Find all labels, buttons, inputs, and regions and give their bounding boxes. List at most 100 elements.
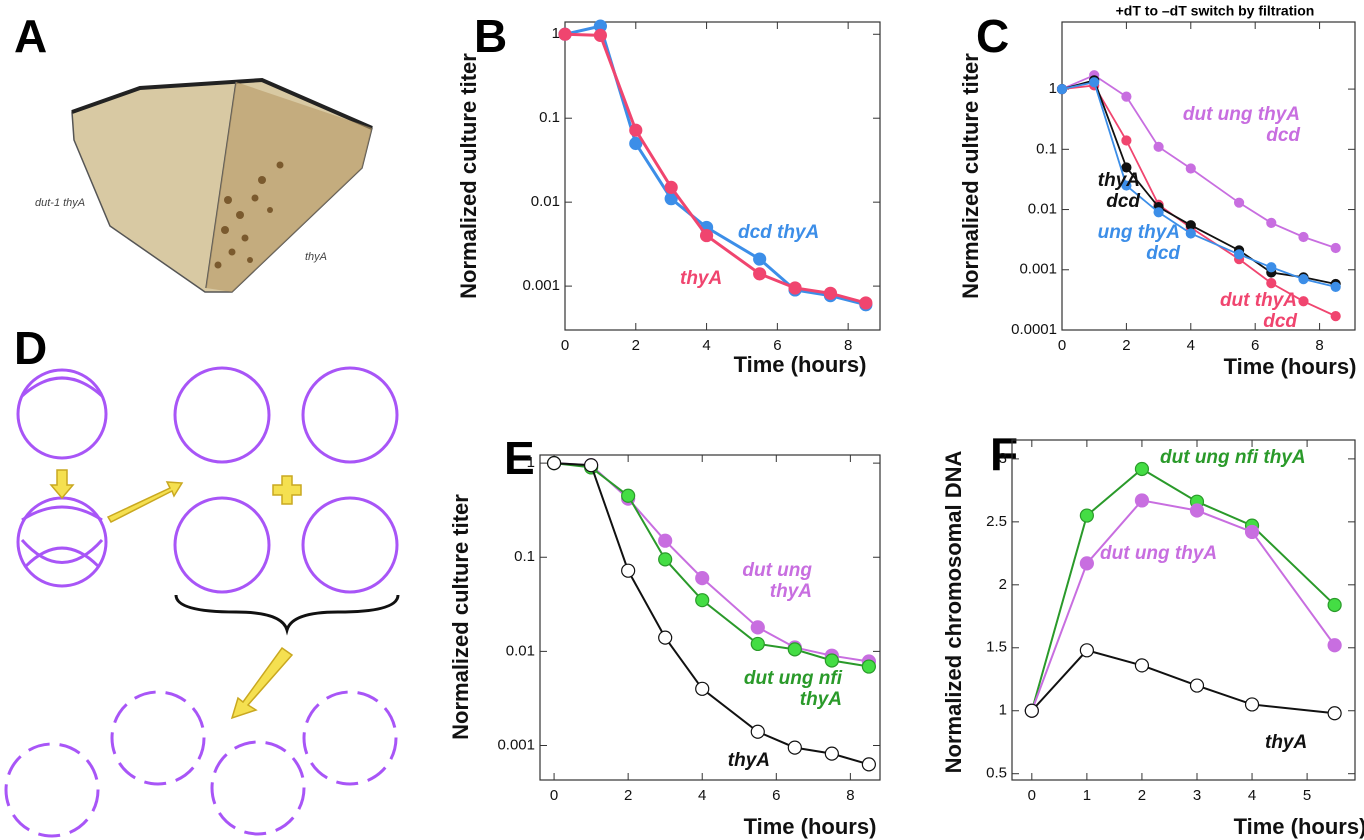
x-tick-label: 6 xyxy=(1251,337,1259,354)
y-axis-title: Normalized chromosomal DNA xyxy=(941,451,966,774)
series-label: thyA xyxy=(1265,732,1325,753)
data-point xyxy=(825,654,838,667)
series-label: ung thyA dcd xyxy=(1070,222,1180,264)
data-point xyxy=(788,643,801,656)
data-point xyxy=(788,741,801,754)
data-point xyxy=(1190,504,1203,517)
x-tick-label: 0 xyxy=(561,337,569,354)
data-point xyxy=(1090,78,1099,87)
y-tick-label: 0.1 xyxy=(539,109,560,126)
data-point xyxy=(1331,282,1340,291)
data-point xyxy=(1186,164,1195,173)
data-point xyxy=(1331,243,1340,252)
x-tick-label: 1 xyxy=(1083,787,1091,804)
data-point xyxy=(548,457,561,470)
figure: dut-1 thyA thyA ABCDEF024680.0010.010.11… xyxy=(0,0,1364,840)
data-point xyxy=(862,660,875,673)
series-line xyxy=(1032,650,1335,713)
x-axis-title: Time (hours) xyxy=(1224,354,1357,379)
data-point xyxy=(622,489,635,502)
series-label: dut thyA dcd xyxy=(1205,290,1297,332)
x-tick-label: 4 xyxy=(1187,337,1195,354)
data-point xyxy=(751,725,764,738)
y-tick-label: 0.1 xyxy=(514,548,535,565)
x-axis-title: Time (hours) xyxy=(744,814,877,839)
data-point xyxy=(1135,659,1148,672)
y-tick-label: 0.01 xyxy=(506,642,535,659)
panel-letter: D xyxy=(14,322,47,374)
data-point xyxy=(1154,142,1163,151)
x-tick-label: 4 xyxy=(702,337,710,354)
data-point xyxy=(1267,218,1276,227)
series-line xyxy=(565,34,866,303)
data-point xyxy=(1186,229,1195,238)
y-tick-label: 0.1 xyxy=(1036,140,1057,157)
data-point xyxy=(659,534,672,547)
data-point xyxy=(659,631,672,644)
data-point xyxy=(1080,509,1093,522)
data-point xyxy=(860,297,872,309)
y-tick-label: 0.001 xyxy=(522,277,560,294)
series-label: dut ung thyA xyxy=(700,560,812,602)
data-point xyxy=(1328,639,1341,652)
data-point xyxy=(585,459,598,472)
y-tick-label: 0.001 xyxy=(497,736,535,753)
x-tick-label: 2 xyxy=(624,787,632,804)
series-label: thyA xyxy=(700,750,770,771)
data-point xyxy=(622,564,635,577)
y-axis-title: Normalized culture titer xyxy=(958,53,983,299)
data-point xyxy=(665,181,677,193)
data-point xyxy=(1246,525,1259,538)
series-line xyxy=(565,26,866,305)
x-tick-label: 6 xyxy=(772,787,780,804)
data-point xyxy=(701,230,713,242)
y-tick-label: 2 xyxy=(999,576,1007,593)
data-point xyxy=(1080,644,1093,657)
data-point xyxy=(1246,698,1259,711)
series-label: dut ung nfi thyA xyxy=(1160,447,1345,468)
x-tick-label: 4 xyxy=(1248,787,1256,804)
data-point xyxy=(1135,494,1148,507)
data-point xyxy=(1331,312,1340,321)
y-tick-label: 1 xyxy=(1049,80,1057,97)
y-tick-label: 3 xyxy=(999,450,1007,467)
series-label: thyA xyxy=(680,268,740,289)
data-point xyxy=(630,124,642,136)
photo-label: thyA xyxy=(305,251,327,263)
y-tick-label: 1 xyxy=(527,454,535,471)
x-tick-label: 8 xyxy=(846,787,854,804)
data-point xyxy=(1154,208,1163,217)
data-point xyxy=(1186,221,1195,230)
series-label: dut ung nfi thyA xyxy=(710,668,842,710)
series-label: dut ung thyA xyxy=(1100,543,1260,564)
data-point xyxy=(659,553,672,566)
x-tick-label: 5 xyxy=(1303,787,1311,804)
data-point xyxy=(696,682,709,695)
x-tick-label: 2 xyxy=(1122,337,1130,354)
series-label: thyA dcd xyxy=(1090,170,1140,212)
photo-label: dut-1 thyA xyxy=(35,197,85,209)
x-axis-title: Time (hours) xyxy=(1234,814,1364,839)
x-tick-label: 4 xyxy=(698,787,706,804)
series-line xyxy=(554,463,869,764)
data-point xyxy=(754,268,766,280)
data-point xyxy=(594,29,606,41)
y-tick-label: 0.01 xyxy=(531,193,560,210)
data-point xyxy=(1058,85,1067,94)
series-line xyxy=(1032,500,1335,710)
data-point xyxy=(1135,462,1148,475)
cell-diagram xyxy=(6,368,397,836)
chart-title: +dT to –dT switch by filtration xyxy=(1116,3,1315,19)
data-point xyxy=(1267,279,1276,288)
brace xyxy=(176,595,398,630)
series-label: dcd thyA xyxy=(738,222,878,243)
y-tick-label: 0.0001 xyxy=(1011,321,1057,338)
x-tick-label: 0 xyxy=(1028,787,1036,804)
data-point xyxy=(824,287,836,299)
data-point xyxy=(789,282,801,294)
x-tick-label: 2 xyxy=(1138,787,1146,804)
data-point xyxy=(1122,92,1131,101)
data-point xyxy=(1025,704,1038,717)
x-tick-label: 0 xyxy=(550,787,558,804)
plot-frame xyxy=(540,455,880,780)
